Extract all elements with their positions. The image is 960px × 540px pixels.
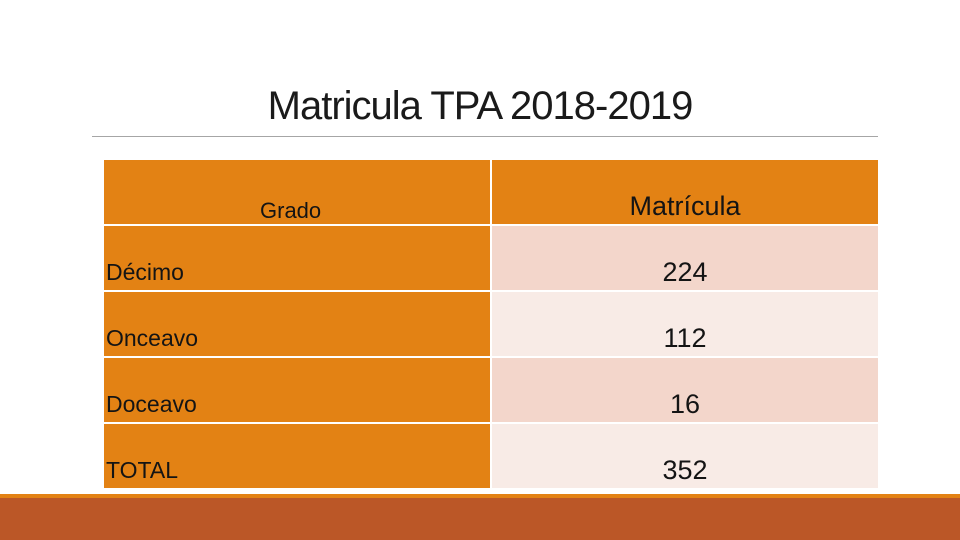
- grado-label: Onceavo: [106, 325, 199, 351]
- header-cell-matricula: Matrícula: [492, 160, 878, 224]
- title-divider: [92, 136, 878, 137]
- matricula-value: 112: [663, 322, 707, 353]
- matricula-value: 224: [662, 256, 708, 287]
- footer-band: [0, 498, 960, 540]
- grado-cell: Décimo: [104, 226, 492, 290]
- matricula-cell: 224: [492, 226, 878, 290]
- table-row: Onceavo 112: [104, 292, 878, 358]
- slide-title: Matricula TPA 2018-2019: [267, 84, 694, 128]
- matricula-value: 16: [669, 388, 701, 419]
- matricula-value: 352: [662, 454, 708, 485]
- header-label-matricula: Matrícula: [629, 190, 741, 221]
- header-cell-grado: Grado: [104, 160, 492, 224]
- matricula-cell: 112: [492, 292, 878, 356]
- grado-label: TOTAL: [106, 457, 178, 483]
- grado-cell: TOTAL: [104, 424, 492, 488]
- header-label-grado: Grado: [260, 198, 322, 223]
- table-row-total: TOTAL 352: [104, 424, 878, 490]
- grado-label: Doceavo: [106, 391, 197, 417]
- table-row: Doceavo 16: [104, 358, 878, 424]
- enrollment-table: Grado Matrícula Décimo 224 Onceavo 112 D…: [104, 160, 878, 490]
- matricula-cell: 16: [492, 358, 878, 422]
- footer-accent-line: [0, 494, 960, 498]
- grado-cell: Doceavo: [104, 358, 492, 422]
- table-row: Décimo 224: [104, 226, 878, 292]
- matricula-cell: 352: [492, 424, 878, 488]
- grado-cell: Onceavo: [104, 292, 492, 356]
- grado-label: Décimo: [106, 259, 184, 285]
- table-header-row: Grado Matrícula: [104, 160, 878, 226]
